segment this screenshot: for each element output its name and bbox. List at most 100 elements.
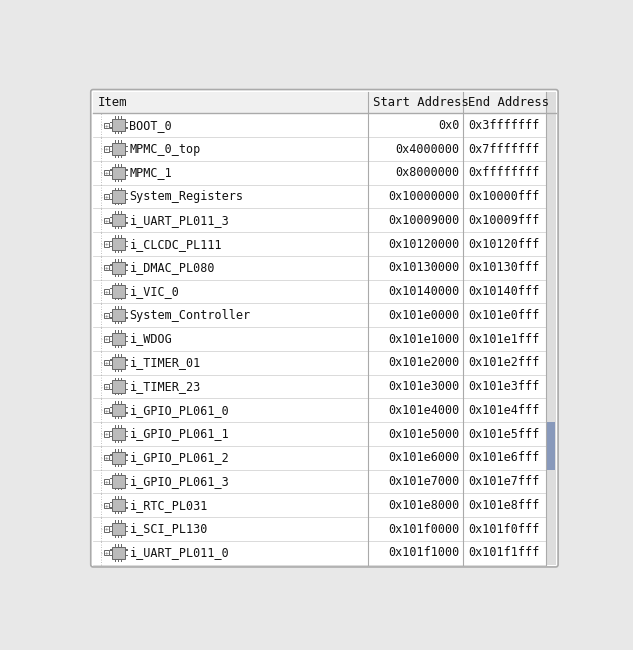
Bar [115, 211, 116, 214]
Bar [110, 193, 113, 194]
Text: 0xffffffff: 0xffffffff [468, 166, 539, 179]
Bar [113, 547, 125, 559]
Text: 0x101e3fff: 0x101e3fff [468, 380, 539, 393]
Bar [110, 217, 113, 218]
Bar [121, 544, 122, 547]
Bar [110, 270, 113, 271]
Bar [121, 497, 122, 499]
Bar [125, 246, 128, 248]
Bar [115, 140, 116, 143]
Text: 0x10130000: 0x10130000 [388, 261, 460, 274]
Bar [121, 283, 122, 285]
Bar [115, 259, 116, 261]
Text: +: + [105, 218, 108, 223]
Bar [115, 393, 116, 395]
Bar [115, 345, 116, 348]
Bar [118, 140, 119, 143]
Text: 0x101f1fff: 0x101f1fff [468, 546, 539, 559]
Bar [118, 179, 119, 182]
Text: 0x10140000: 0x10140000 [388, 285, 460, 298]
Text: +: + [105, 123, 108, 128]
Bar [121, 330, 122, 333]
Bar [118, 497, 119, 499]
Bar [115, 544, 116, 547]
Text: 0x0: 0x0 [438, 119, 460, 132]
Bar [104, 265, 110, 270]
Bar [113, 261, 125, 274]
Bar [115, 497, 116, 499]
Bar [110, 412, 113, 413]
Bar [113, 523, 125, 535]
Bar [115, 322, 116, 324]
Bar [118, 131, 119, 134]
Bar [125, 407, 128, 408]
Bar [110, 151, 113, 152]
Bar [121, 203, 122, 205]
Bar [125, 270, 128, 271]
Text: +: + [105, 242, 108, 246]
Bar [121, 164, 122, 166]
Bar [113, 166, 125, 179]
Bar [118, 283, 119, 285]
Bar [121, 512, 122, 514]
Text: i_TIMER_23: i_TIMER_23 [130, 380, 201, 393]
FancyBboxPatch shape [91, 90, 558, 567]
Bar [125, 122, 128, 123]
Text: i_GPIO_PL061_3: i_GPIO_PL061_3 [130, 475, 229, 488]
Text: 0x101e5000: 0x101e5000 [388, 428, 460, 441]
Bar [110, 175, 113, 176]
Bar [110, 341, 113, 343]
Bar [110, 122, 113, 123]
Text: +: + [105, 289, 108, 294]
Bar [121, 188, 122, 190]
Bar [125, 502, 128, 503]
Bar [115, 116, 116, 119]
Bar [121, 259, 122, 261]
Bar [118, 203, 119, 205]
Text: 0x10120000: 0x10120000 [388, 237, 460, 250]
Bar [115, 203, 116, 205]
Bar [115, 155, 116, 158]
Bar [125, 312, 128, 313]
Bar [121, 464, 122, 467]
Bar [121, 425, 122, 428]
Bar [110, 170, 113, 171]
Text: +: + [105, 526, 108, 532]
Bar [125, 389, 128, 390]
Text: Start Address: Start Address [373, 96, 469, 109]
Bar [118, 250, 119, 253]
Text: MPMC_1: MPMC_1 [130, 166, 172, 179]
Text: i_TIMER_01: i_TIMER_01 [130, 356, 201, 369]
Bar [121, 402, 122, 404]
Bar [125, 222, 128, 224]
Text: +: + [105, 337, 108, 341]
Bar [121, 226, 122, 229]
Bar [118, 259, 119, 261]
Bar [110, 288, 113, 289]
Bar [115, 512, 116, 514]
Bar [104, 313, 110, 318]
Bar [115, 131, 116, 134]
Bar [113, 475, 125, 488]
Bar [104, 455, 110, 460]
Bar [125, 170, 128, 171]
Text: i_WDOG: i_WDOG [130, 333, 172, 346]
Bar [121, 535, 122, 538]
Bar [115, 179, 116, 182]
Text: +: + [105, 146, 108, 151]
Bar [121, 131, 122, 134]
Text: 0x101e8000: 0x101e8000 [388, 499, 460, 512]
Bar [121, 473, 122, 475]
Bar [118, 417, 119, 419]
Text: 0x10000fff: 0x10000fff [468, 190, 539, 203]
Bar [115, 188, 116, 190]
Bar [118, 306, 119, 309]
Bar [104, 408, 110, 413]
Text: 0x101e6fff: 0x101e6fff [468, 451, 539, 464]
Bar [125, 531, 128, 532]
Bar [121, 449, 122, 452]
Bar [115, 306, 116, 309]
Bar [110, 460, 113, 461]
Text: +: + [105, 194, 108, 199]
Text: i_UART_PL011_0: i_UART_PL011_0 [130, 546, 229, 559]
